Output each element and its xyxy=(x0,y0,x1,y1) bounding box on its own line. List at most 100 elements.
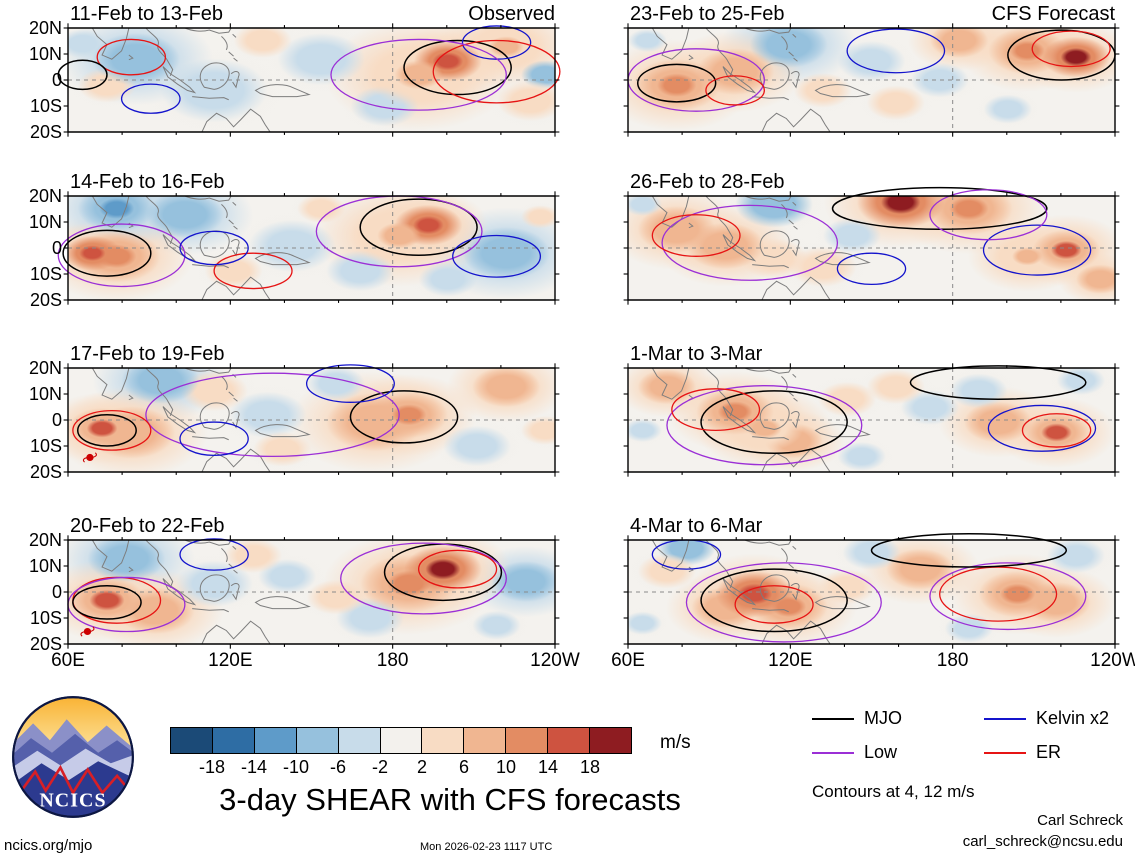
panel-date-range: 17-Feb to 19-Feb xyxy=(70,343,225,365)
y-axis-label: 20S xyxy=(29,462,62,482)
ncics-logo-graphic: NCICS xyxy=(12,696,134,818)
x-axis-label: 180 xyxy=(376,650,409,671)
y-axis-label: 10S xyxy=(29,608,62,628)
x-axis-label: 120E xyxy=(208,650,253,671)
kelvin-line-swatch xyxy=(984,717,1026,720)
panel-date-range: 23-Feb to 25-Feb xyxy=(630,3,785,25)
low-line-swatch xyxy=(812,751,854,754)
shear-anomaly-field xyxy=(68,368,555,472)
colorbar-cell xyxy=(464,728,507,753)
x-axis-label: 60E xyxy=(611,650,645,671)
y-axis-label: 10N xyxy=(28,384,62,404)
colorbar-cell xyxy=(590,728,631,753)
contour-levels-note: Contours at 4, 12 m/s xyxy=(812,782,975,801)
colorbar xyxy=(170,727,632,754)
y-axis-label: 10S xyxy=(29,264,62,284)
colorbar-tick-value: -6 xyxy=(329,757,347,777)
shear-anomaly-field xyxy=(68,540,555,644)
chart-title: 3-day SHEAR with CFS forecasts xyxy=(219,782,681,817)
shear-anomaly-field xyxy=(68,28,555,132)
panel-date-range: 26-Feb to 28-Feb xyxy=(630,171,785,193)
y-axis-label: 20S xyxy=(29,290,62,310)
colorbar-tick-value: 14 xyxy=(537,757,559,777)
colorbar-tick-value: 2 xyxy=(416,757,428,777)
panel-column-label: Observed xyxy=(468,3,555,25)
panel-date-range: 1-Mar to 3-Mar xyxy=(630,343,763,365)
y-axis-label: 10N xyxy=(28,212,62,232)
legend-label-er: ER xyxy=(1036,742,1062,762)
panel-date-range: 4-Mar to 6-Mar xyxy=(630,515,763,537)
y-axis-label: 20N xyxy=(28,530,62,550)
er-line-swatch xyxy=(984,751,1026,754)
legend-label-kelvin: Kelvin x2 xyxy=(1036,708,1110,728)
mjo-line-swatch xyxy=(812,717,854,720)
panel-date-range: 20-Feb to 22-Feb xyxy=(70,515,225,537)
shear-anomaly-field xyxy=(68,196,555,300)
y-axis-label: 10N xyxy=(28,44,62,64)
x-axis-label: 120E xyxy=(768,650,813,671)
ncics-logo: NCICS xyxy=(10,694,136,820)
site-url: ncics.org/mjo xyxy=(4,837,93,854)
shear-anomaly-field xyxy=(628,540,1115,644)
map-panel-1: 11-Feb to 13-Feb Observed 20N 10N 0 10S 20S xyxy=(29,3,555,141)
y-axis-label: 0 xyxy=(51,70,62,90)
shear-anomaly-field xyxy=(628,196,1115,300)
colorbar-cell xyxy=(380,728,423,753)
colorbar-tick-value: 10 xyxy=(495,757,517,777)
y-axis-label: 20N xyxy=(28,186,62,206)
colorbar-cell xyxy=(506,728,549,753)
colorbar-cell xyxy=(212,728,255,753)
legend-item-kelvin: Kelvin x2 xyxy=(984,708,1109,729)
map-panel-3: 17-Feb to 19-Feb 20N 10N 0 10S 20S xyxy=(29,343,555,481)
y-axis-label: 0 xyxy=(51,238,62,258)
map-panel-4: 20-Feb to 22-Feb 20N 10N 0 10S 20S 60E 120E 180 1… xyxy=(29,515,580,671)
colorbar-tick-value: 6 xyxy=(458,757,470,777)
generation-timestamp: Mon 2026-02-23 1117 UTC xyxy=(420,841,553,853)
x-axis-label: 120W xyxy=(1090,650,1135,671)
map-panel-5: 23-Feb to 25-Feb CFS Forecast xyxy=(628,3,1115,132)
author-email: carl_schreck@ncsu.edu xyxy=(962,833,1123,850)
panel-header: 17-Feb to 19-Feb xyxy=(70,343,555,366)
colorbar-tick-value: -18 xyxy=(198,757,226,777)
panel-header: 11-Feb to 13-Feb Observed xyxy=(70,3,555,26)
map-panel-6: 26-Feb to 28-Feb xyxy=(628,171,1115,300)
panel-header: 26-Feb to 28-Feb xyxy=(630,171,1115,194)
y-axis-label: 0 xyxy=(51,410,62,430)
y-axis-label: 10S xyxy=(29,436,62,456)
author-credit: Carl Schreck xyxy=(1037,812,1123,829)
y-axis-label: 20S xyxy=(29,634,62,654)
panel-header: 4-Mar to 6-Mar xyxy=(630,515,1115,538)
legend-label-mjo: MJO xyxy=(864,708,902,728)
panel-header: 1-Mar to 3-Mar xyxy=(630,343,1115,366)
panel-header: 23-Feb to 25-Feb CFS Forecast xyxy=(630,3,1115,26)
colorbar-tick-value: -14 xyxy=(240,757,268,777)
panel-date-range: 14-Feb to 16-Feb xyxy=(70,171,225,193)
colorbar-tick-labels: -18 -14 -10 -6 -2 2 6 10 14 18 xyxy=(170,757,632,779)
legend-item-mjo: MJO xyxy=(812,708,902,729)
x-axis-label: 60E xyxy=(51,650,85,671)
map-panel-2: 14-Feb to 16-Feb 20N 10N 0 10S 20S xyxy=(29,171,555,309)
colorbar-tick-value: -2 xyxy=(371,757,389,777)
x-axis-label: 120W xyxy=(530,650,580,671)
colorbar-cell xyxy=(338,728,381,753)
contour-legend: MJO Kelvin x2 Low ER xyxy=(812,700,1134,770)
map-panel-7: 1-Mar to 3-Mar xyxy=(628,343,1115,472)
panel-grid: 11-Feb to 13-Feb Observed 20N 10N 0 10S 20S 14-… xyxy=(29,3,1135,671)
legend-item-low: Low xyxy=(812,742,897,763)
y-axis-label: 0 xyxy=(51,582,62,602)
legend-item-er: ER xyxy=(984,742,1061,763)
colorbar-cell xyxy=(171,728,213,753)
colorbar-cell xyxy=(296,728,339,753)
panel-column-label: CFS Forecast xyxy=(991,3,1115,25)
shear-anomaly-field xyxy=(628,368,1115,472)
legend-label-low: Low xyxy=(864,742,898,762)
y-axis-label: 20N xyxy=(28,358,62,378)
panel-date-range: 11-Feb to 13-Feb xyxy=(70,3,224,25)
map-panel-8: 4-Mar to 6-Mar 60E 120E 180 120W xyxy=(611,515,1135,671)
y-axis-label: 20N xyxy=(28,18,62,38)
y-axis-label: 10N xyxy=(28,556,62,576)
colorbar-units: m/s xyxy=(660,732,691,753)
shear-anomaly-field xyxy=(628,28,1115,132)
colorbar-cell xyxy=(422,728,465,753)
panel-header: 20-Feb to 22-Feb xyxy=(70,515,555,538)
